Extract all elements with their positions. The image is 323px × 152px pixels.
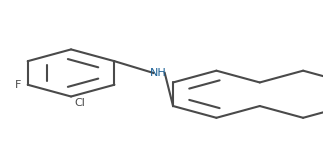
Text: F: F bbox=[15, 80, 21, 90]
Text: NH: NH bbox=[150, 68, 167, 78]
Text: Cl: Cl bbox=[74, 98, 85, 108]
